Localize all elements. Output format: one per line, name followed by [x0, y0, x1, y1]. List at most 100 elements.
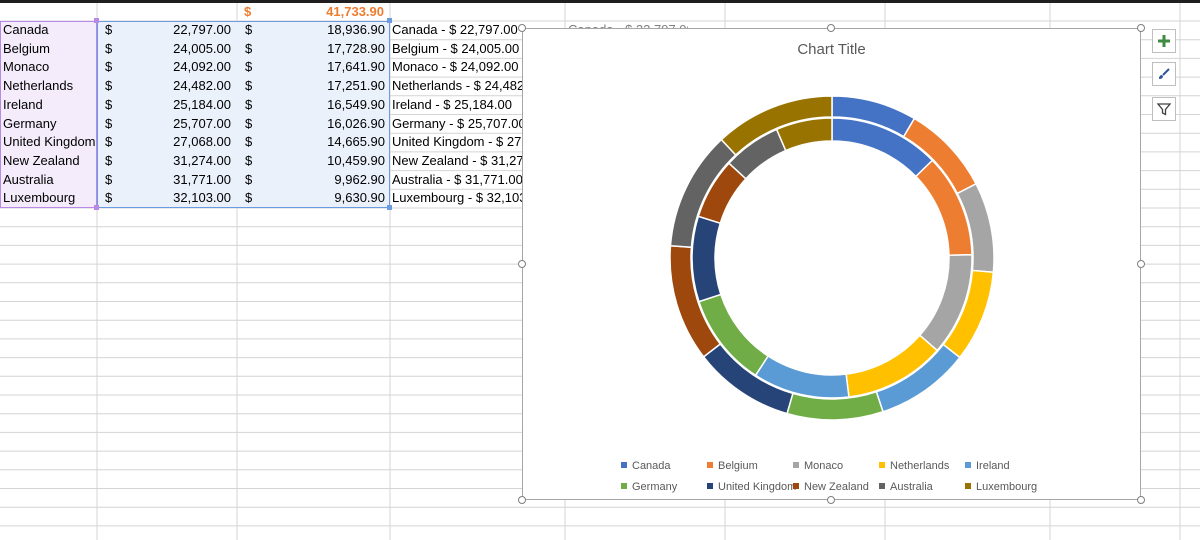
legend-item-netherlands[interactable]: Netherlands [879, 459, 949, 473]
value-cell-b[interactable]: 25,184.00 [173, 96, 231, 112]
label-cell[interactable]: Canada - $ 22,797.00 [392, 22, 518, 37]
dollar-sign-c[interactable]: $ [245, 96, 253, 112]
legend-item-monaco[interactable]: Monaco [793, 459, 843, 473]
legend-item-belgium[interactable]: Belgium [707, 459, 758, 473]
selection-range-countries[interactable] [0, 21, 97, 208]
legend-item-luxembourg[interactable]: Luxembourg [965, 480, 1037, 494]
chart-resize-handle-tm[interactable] [827, 24, 835, 32]
chart-resize-handle-bm[interactable] [827, 496, 835, 504]
country-cell[interactable]: Ireland [3, 96, 43, 112]
legend-item-australia[interactable]: Australia [879, 480, 933, 494]
chart-resize-handle-bl[interactable] [518, 496, 526, 504]
value-cell-c[interactable]: 16,549.90 [327, 96, 385, 112]
dollar-sign-b[interactable]: $ [105, 40, 113, 56]
value-cell-c[interactable]: 9,962.90 [334, 171, 385, 187]
label-cell[interactable]: United Kingdom - $ 27,0 [392, 134, 522, 150]
value-cell-b[interactable]: 25,707.00 [173, 115, 231, 131]
outer-ring-slice-luxembourg[interactable] [720, 95, 833, 157]
dollar-sign-c[interactable]: $ [245, 40, 253, 56]
value-cell-c[interactable]: 17,641.90 [327, 59, 385, 75]
selection-handle[interactable] [387, 205, 392, 210]
value-cell-b[interactable]: 32,103.00 [173, 190, 231, 206]
value-cell-b[interactable]: 24,092.00 [173, 59, 231, 75]
selection-handle[interactable] [94, 205, 99, 210]
brush-icon [1159, 68, 1170, 79]
dollar-sign-c[interactable]: $ [245, 78, 253, 94]
dollar-sign-b[interactable]: $ [105, 171, 113, 187]
dollar-sign-b[interactable]: $ [105, 134, 113, 150]
total-value-cell[interactable]: 41,733.90 [326, 4, 384, 19]
value-cell-b[interactable]: 22,797.00 [173, 22, 231, 37]
doughnut-chart[interactable] [523, 29, 1142, 501]
legend-swatch [793, 462, 799, 469]
dollar-sign-b[interactable]: $ [105, 22, 113, 37]
value-cell-c[interactable]: 17,251.90 [327, 78, 385, 94]
dollar-sign-c[interactable]: $ [245, 134, 253, 150]
country-cell[interactable]: New Zealand [3, 152, 80, 168]
chart-resize-handle-mr[interactable] [1137, 260, 1145, 268]
value-cell-c[interactable]: 14,665.90 [327, 134, 385, 150]
dollar-sign-c[interactable]: $ [245, 171, 253, 187]
inner-ring-slice-luxembourg[interactable] [775, 117, 833, 152]
value-cell-c[interactable]: 18,936.90 [327, 22, 385, 37]
dollar-sign-c[interactable]: $ [245, 22, 253, 37]
value-cell-c[interactable]: 9,630.90 [334, 190, 385, 206]
country-cell[interactable]: Belgium [3, 40, 50, 56]
chart-resize-handle-br[interactable] [1137, 496, 1145, 504]
chart-filters-button[interactable] [1152, 97, 1176, 121]
legend-item-germany[interactable]: Germany [621, 480, 677, 494]
legend-item-ireland[interactable]: Ireland [965, 459, 1010, 473]
value-cell-b[interactable]: 27,068.00 [173, 134, 231, 150]
legend-item-united-kingdom[interactable]: United Kingdom [707, 480, 796, 494]
dollar-sign-c[interactable]: $ [245, 59, 253, 75]
chart-resize-handle-ml[interactable] [518, 260, 526, 268]
chart-area[interactable]: Chart Title Canada Belgium Monaco Netherlan… [522, 28, 1141, 500]
label-cell[interactable]: Germany - $ 25,707.00 [392, 115, 522, 131]
value-cell-c[interactable]: 10,459.90 [327, 152, 385, 168]
legend-swatch [965, 462, 971, 469]
label-cell[interactable]: Australia - $ 31,771.00 [392, 171, 522, 187]
country-cell[interactable]: Monaco [3, 59, 50, 75]
dollar-sign-b[interactable]: $ [105, 152, 113, 168]
selection-range-values[interactable] [97, 21, 390, 208]
country-cell[interactable]: Australia [3, 171, 54, 187]
label-cell[interactable]: Luxembourg - $ 32,103. [392, 190, 522, 206]
label-cell[interactable]: Belgium - $ 24,005.00 [392, 40, 520, 56]
dollar-sign-b[interactable]: $ [105, 59, 113, 75]
legend-label: Australia [890, 481, 933, 493]
chart-resize-handle-tr[interactable] [1137, 24, 1145, 32]
chart-elements-button[interactable] [1152, 29, 1176, 53]
label-cell[interactable]: Monaco - $ 24,092.00 [392, 59, 519, 75]
dollar-sign-b[interactable]: $ [105, 115, 113, 131]
value-cell-b[interactable]: 31,274.00 [173, 152, 231, 168]
total-dollar-sign: $ [244, 4, 252, 19]
dollar-sign-c[interactable]: $ [245, 115, 253, 131]
chart-title[interactable]: Chart Title [797, 41, 866, 58]
country-cell[interactable]: Canada [3, 22, 49, 37]
value-cell-b[interactable]: 24,482.00 [173, 78, 231, 94]
legend-item-canada[interactable]: Canada [621, 459, 671, 473]
country-cell[interactable]: Germany [3, 115, 57, 131]
chart-resize-handle-tl[interactable] [518, 24, 526, 32]
legend-label: Netherlands [890, 460, 950, 472]
selection-handle[interactable] [387, 18, 392, 23]
dollar-sign-b[interactable]: $ [105, 96, 113, 112]
value-cell-c[interactable]: 17,728.90 [327, 40, 385, 56]
legend-item-new-zealand[interactable]: New Zealand [793, 480, 869, 494]
dollar-sign-b[interactable]: $ [105, 190, 113, 206]
dollar-sign-c[interactable]: $ [245, 190, 253, 206]
label-cell[interactable]: Ireland - $ 25,184.00 [392, 96, 512, 112]
selection-handle[interactable] [94, 18, 99, 23]
label-cell[interactable]: Netherlands - $ 24,482. [392, 78, 522, 94]
country-cell[interactable]: Netherlands [3, 78, 74, 94]
country-cell[interactable]: Luxembourg [3, 190, 76, 206]
dollar-sign-b[interactable]: $ [105, 78, 113, 94]
dollar-sign-c[interactable]: $ [245, 152, 253, 168]
value-cell-b[interactable]: 24,005.00 [173, 40, 231, 56]
country-cell[interactable]: United Kingdom [3, 134, 95, 150]
label-cell[interactable]: New Zealand - $ 31,274 [392, 152, 522, 168]
value-cell-b[interactable]: 31,771.00 [173, 171, 231, 187]
chart-styles-button[interactable] [1152, 62, 1176, 86]
value-cell-c[interactable]: 16,026.90 [327, 115, 385, 131]
inner-ring-slice-united-kingdom[interactable] [691, 215, 722, 303]
